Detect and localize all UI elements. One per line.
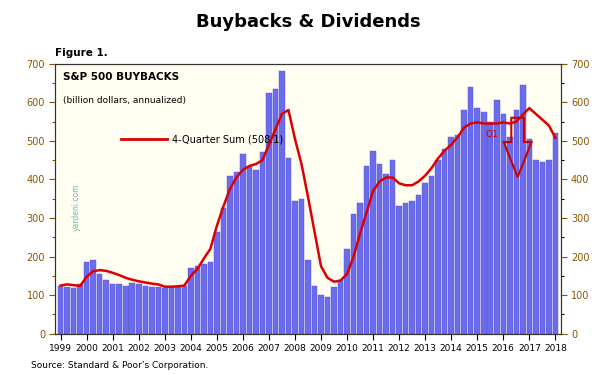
Bar xyxy=(481,112,487,334)
Bar xyxy=(227,176,233,334)
Text: Source: Standard & Poor’s Corporation.: Source: Standard & Poor’s Corporation. xyxy=(31,360,208,369)
Bar xyxy=(221,209,226,334)
Bar xyxy=(142,285,148,334)
Bar xyxy=(370,150,376,334)
Bar xyxy=(91,261,96,334)
Bar xyxy=(78,284,83,334)
Bar xyxy=(84,262,89,334)
Bar xyxy=(175,287,180,334)
Bar xyxy=(246,166,252,334)
Bar xyxy=(383,174,389,334)
Bar xyxy=(455,135,461,334)
Bar xyxy=(533,160,538,334)
Text: S&P 500 BUYBACKS: S&P 500 BUYBACKS xyxy=(63,72,179,82)
Bar xyxy=(429,176,434,334)
Bar xyxy=(416,195,421,334)
Bar xyxy=(279,72,285,334)
Bar xyxy=(390,160,395,334)
Bar xyxy=(461,110,467,334)
Bar xyxy=(540,162,545,334)
Bar xyxy=(214,231,220,334)
Bar xyxy=(110,284,115,334)
Text: yardeni.com: yardeni.com xyxy=(71,183,81,231)
Text: Figure 1.: Figure 1. xyxy=(55,48,108,58)
Bar xyxy=(501,114,506,334)
Bar xyxy=(103,280,109,334)
Bar xyxy=(188,268,193,334)
Bar xyxy=(129,283,135,334)
Bar xyxy=(162,288,168,334)
Bar xyxy=(546,160,551,334)
Bar xyxy=(97,274,102,334)
Bar xyxy=(149,287,155,334)
Text: (billion dollars, annualized): (billion dollars, annualized) xyxy=(63,96,186,105)
Bar xyxy=(116,284,122,334)
Bar xyxy=(123,285,129,334)
Bar xyxy=(331,288,337,334)
Bar xyxy=(201,264,206,334)
Bar xyxy=(253,170,259,334)
Bar xyxy=(299,199,304,334)
Text: Q1: Q1 xyxy=(486,130,499,140)
Bar xyxy=(273,89,278,334)
Bar xyxy=(208,262,213,334)
Bar xyxy=(364,166,370,334)
Bar xyxy=(448,137,454,334)
Bar xyxy=(527,139,532,334)
Text: Buybacks & Dividends: Buybacks & Dividends xyxy=(196,13,420,31)
Bar xyxy=(58,285,63,334)
Bar xyxy=(233,172,239,334)
Bar xyxy=(136,284,142,334)
Bar xyxy=(520,85,525,334)
Bar xyxy=(266,93,272,334)
Bar xyxy=(377,164,383,334)
Bar xyxy=(260,153,265,334)
Bar xyxy=(169,288,174,334)
Bar xyxy=(155,288,161,334)
Bar xyxy=(474,108,480,334)
Bar xyxy=(553,133,558,334)
Bar xyxy=(468,87,474,334)
Bar xyxy=(487,122,493,334)
Bar xyxy=(494,100,500,334)
Text: 4-Quarter Sum (508.1): 4-Quarter Sum (508.1) xyxy=(172,134,283,144)
Bar xyxy=(403,202,408,334)
Bar xyxy=(344,249,350,334)
Bar xyxy=(514,110,519,334)
Bar xyxy=(338,280,343,334)
Bar xyxy=(318,295,324,334)
Bar xyxy=(292,201,298,334)
Bar xyxy=(325,297,330,334)
Bar xyxy=(351,214,356,334)
Bar xyxy=(436,160,441,334)
Bar xyxy=(182,285,187,334)
Bar xyxy=(312,285,317,334)
Bar xyxy=(410,201,415,334)
Bar xyxy=(65,288,70,334)
Bar xyxy=(286,158,291,334)
Bar xyxy=(507,137,513,334)
Bar xyxy=(306,261,310,334)
Bar xyxy=(240,154,246,334)
Bar xyxy=(396,207,402,334)
Bar xyxy=(71,288,76,334)
Bar xyxy=(423,183,428,334)
Bar xyxy=(357,202,363,334)
Bar xyxy=(195,266,200,334)
Bar xyxy=(442,148,447,334)
